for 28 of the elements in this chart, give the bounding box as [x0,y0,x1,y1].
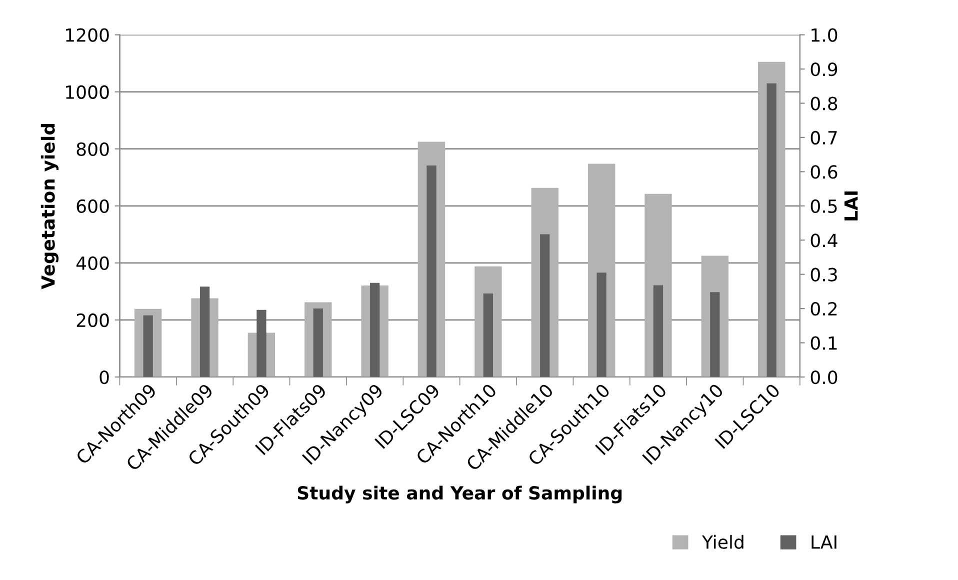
y2-tick-label: 0.4 [810,234,838,248]
y2-tick-label: 1.0 [812,28,838,42]
y-tick-label: 200 [76,313,109,328]
y2-tick-label: 0.9 [810,62,838,76]
legend-label: LAI [812,535,836,549]
y2-tick-label: 0.5 [810,199,837,214]
y-tick-label: 0 [100,370,109,384]
y-tick-label: 400 [76,256,109,270]
y2-tick-label: 0.7 [810,130,837,145]
legend-label: Yield [702,534,744,549]
x-axis-title: Study site and Year of Sampling [298,486,622,504]
y2-tick-label: 0.8 [810,96,838,110]
y-tick-label: 1000 [66,85,109,99]
bar [540,234,550,377]
y2-tick-label: 0.3 [810,268,837,282]
bar [653,285,664,377]
bar [710,292,720,377]
y-tick-label: 800 [76,142,109,156]
y2-axis-title: LAI [844,191,858,220]
bar [483,294,493,377]
y-tick-label: 600 [76,199,109,214]
y-axis-title: Vegetation yield [40,124,59,290]
y2-tick-label: 0.0 [810,370,838,384]
y2-tick-label: 0.1 [810,336,837,350]
y2-tick-label: 0.2 [810,302,837,316]
y2-tick-label: 0.6 [810,165,838,179]
bar [596,272,606,377]
y-tick-label: 1200 [66,28,109,42]
